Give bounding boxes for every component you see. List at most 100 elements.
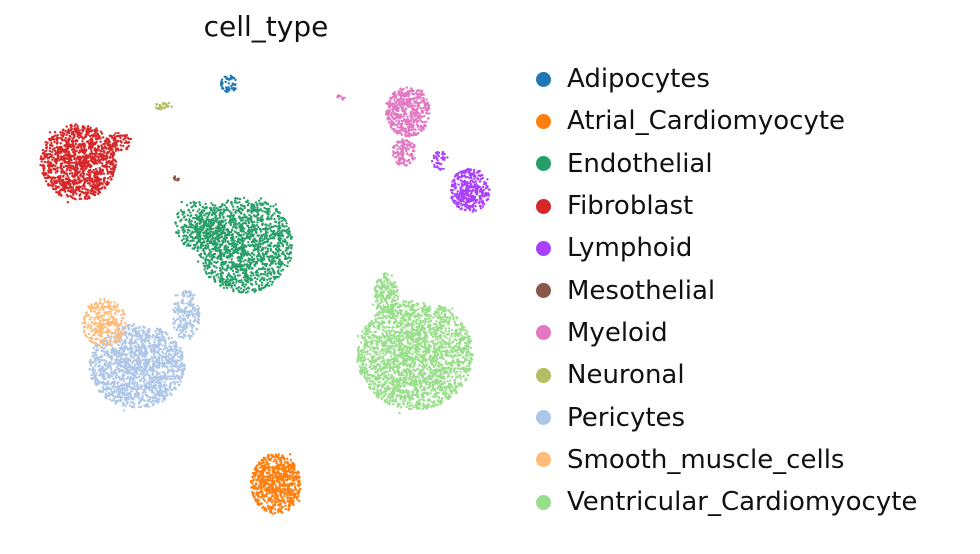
data-point — [264, 507, 267, 510]
data-point — [225, 275, 229, 279]
data-point — [238, 197, 242, 201]
data-point — [221, 239, 225, 242]
data-point — [235, 235, 238, 239]
data-point — [399, 116, 402, 119]
data-point — [192, 239, 195, 242]
data-point — [257, 274, 260, 278]
data-point — [225, 206, 228, 209]
data-point — [219, 233, 223, 236]
data-point — [269, 476, 272, 479]
data-point — [254, 473, 257, 476]
data-point — [177, 229, 180, 232]
data-point — [62, 165, 65, 169]
data-point — [265, 459, 268, 462]
data-point — [185, 204, 189, 207]
data-point — [213, 211, 216, 215]
data-point — [126, 147, 129, 150]
data-point — [99, 150, 103, 153]
data-point — [231, 82, 234, 85]
data-point — [224, 262, 227, 265]
data-point — [212, 227, 215, 230]
data-point — [279, 249, 282, 252]
data-point — [265, 461, 268, 464]
data-point — [252, 486, 255, 489]
data-point — [470, 185, 474, 188]
data-point — [258, 202, 262, 205]
data-point — [456, 190, 459, 193]
data-point — [216, 256, 219, 259]
data-point — [410, 157, 414, 160]
data-point — [261, 259, 264, 263]
data-point — [481, 191, 484, 195]
data-point — [264, 246, 267, 249]
data-point — [207, 214, 210, 217]
data-point — [463, 208, 466, 212]
data-point — [290, 492, 293, 495]
data-point — [472, 168, 476, 172]
data-point — [190, 235, 193, 239]
data-point — [209, 209, 213, 212]
data-point — [258, 218, 261, 222]
data-point — [61, 134, 64, 137]
data-point — [240, 244, 244, 247]
data-point — [198, 201, 201, 204]
data-point — [228, 274, 231, 277]
data-point — [475, 191, 478, 194]
data-point — [436, 152, 439, 155]
data-point — [408, 133, 411, 136]
data-point — [183, 241, 186, 245]
data-point — [274, 453, 278, 456]
data-point — [198, 230, 201, 233]
data-point — [81, 140, 84, 143]
data-point — [251, 283, 254, 286]
data-point — [255, 273, 258, 277]
data-point — [219, 211, 222, 215]
data-point — [246, 224, 250, 227]
data-point — [225, 286, 229, 290]
data-point — [245, 200, 249, 203]
data-point — [50, 178, 54, 181]
data-point — [76, 172, 80, 175]
data-point — [404, 129, 407, 133]
data-point — [73, 145, 76, 148]
data-point — [277, 227, 280, 230]
data-point — [70, 172, 74, 175]
data-point — [39, 157, 42, 161]
data-point — [400, 97, 403, 100]
data-point — [265, 262, 269, 266]
data-point — [201, 205, 204, 209]
series-points — [88, 289, 201, 412]
data-point — [111, 148, 114, 151]
data-point — [56, 170, 59, 173]
data-point — [464, 205, 467, 208]
data-point — [234, 226, 237, 229]
data-point — [398, 122, 402, 126]
data-point — [420, 124, 423, 128]
data-point — [56, 175, 60, 179]
data-point — [451, 188, 454, 192]
data-point — [88, 169, 91, 172]
data-point — [249, 215, 253, 218]
data-point — [205, 212, 209, 215]
data-point — [278, 484, 281, 488]
data-point — [85, 130, 89, 134]
data-point — [259, 482, 262, 485]
data-point — [488, 188, 491, 191]
data-point — [277, 255, 280, 258]
data-point — [189, 233, 192, 236]
data-point — [238, 264, 241, 267]
data-point — [286, 236, 289, 239]
data-point — [79, 185, 82, 189]
data-point — [395, 129, 398, 132]
data-point — [412, 89, 415, 93]
data-point — [235, 209, 238, 212]
data-point — [210, 250, 213, 253]
data-point — [290, 236, 294, 239]
data-point — [410, 122, 413, 126]
data-point — [463, 181, 466, 184]
data-point — [72, 188, 75, 191]
data-point — [213, 256, 216, 259]
data-point — [111, 173, 115, 176]
data-point — [216, 249, 219, 253]
data-point — [263, 464, 266, 467]
